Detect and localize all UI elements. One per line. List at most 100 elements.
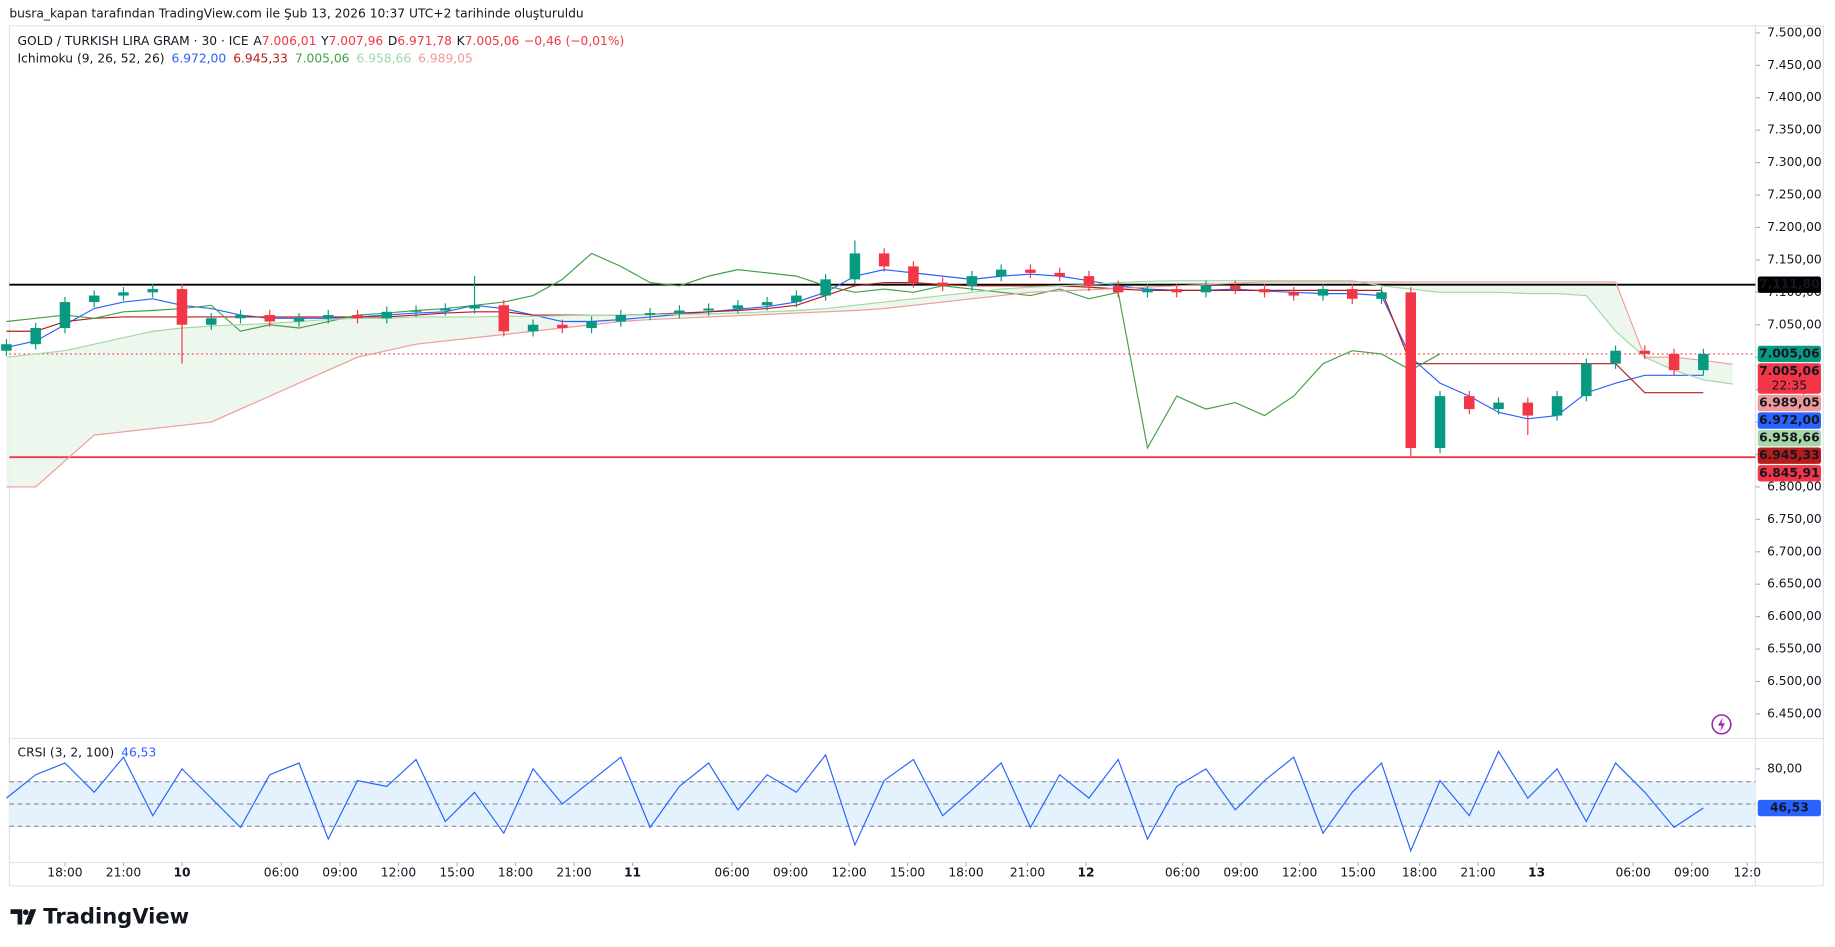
- x-tick-label: 09:00: [773, 866, 808, 880]
- y-tick-label: 6.750,00: [1767, 512, 1822, 526]
- crsi-value: 46,53: [121, 745, 156, 759]
- price-label-box: [1757, 363, 1821, 394]
- symbol-legend: GOLD / TURKISH LIRA GRAM · 30 · ICE A7.00…: [18, 33, 625, 47]
- indicator-value: 7.005,06: [295, 51, 350, 65]
- indicator-line: [6, 252, 1441, 450]
- x-tick-label: 21:00: [556, 866, 591, 880]
- x-tick-label: 18:00: [47, 866, 82, 880]
- ohlc-key: Y: [320, 33, 329, 47]
- price-label: 7.005,06: [1759, 346, 1820, 360]
- x-tick-label: 13: [1528, 866, 1545, 880]
- y-tick-label: 6.600,00: [1767, 609, 1822, 623]
- logo-mark: [10, 909, 37, 925]
- candle-body: [30, 328, 41, 345]
- candle-body: [615, 315, 627, 322]
- y-tick-label: 7.500,00: [1767, 25, 1822, 39]
- candle-body: [703, 308, 714, 311]
- crsi-label: 46,53: [1770, 801, 1809, 815]
- logo-dot: [22, 909, 29, 916]
- candle-body: [1200, 285, 1212, 293]
- candle-body: [908, 266, 919, 283]
- x-tick-label: 18:00: [948, 866, 983, 880]
- candle-body: [732, 305, 744, 309]
- replay-icon[interactable]: [1711, 714, 1732, 735]
- candle-body: [352, 315, 363, 319]
- logo: TradingView: [10, 904, 189, 929]
- price-label-box: [1757, 429, 1821, 447]
- overlay: 7.111,807.005,067.005,0622:356.989,056.9…: [1757, 276, 1821, 817]
- y-tick-label: 80,00: [1767, 761, 1802, 775]
- x-tick-label: 18:00: [498, 866, 533, 880]
- price-countdown: 22:35: [1772, 379, 1807, 393]
- indicator-value: 6.989,05: [418, 51, 473, 65]
- crsi-label-box: [1757, 799, 1821, 817]
- x-tick-label: 21:00: [1460, 866, 1495, 880]
- logo-text: TradingView: [43, 904, 189, 929]
- x-tick-label: 06:00: [714, 866, 749, 880]
- candle-body: [1581, 363, 1592, 397]
- candle-body: [937, 282, 948, 286]
- ohlc-value: 7.006,01: [262, 33, 317, 47]
- x-tick-label: 12:00: [381, 866, 416, 880]
- candle-body: [1551, 396, 1563, 416]
- x-tick-label: 12:0: [1733, 866, 1761, 880]
- price-label: 6.845,91: [1759, 466, 1820, 480]
- crsi-pane: 80,00: [6, 750, 1802, 853]
- x-tick-label: 09:00: [1674, 866, 1709, 880]
- price-label-box: [1757, 465, 1821, 482]
- price-label-box: [1757, 276, 1821, 293]
- candle-body: [59, 302, 71, 329]
- indicator-name: Ichimoku (9, 26, 52, 26): [18, 51, 165, 65]
- candle-body: [1698, 353, 1709, 371]
- price-label-box: [1757, 394, 1821, 412]
- candle-body: [995, 269, 1007, 277]
- candle-body: [1259, 289, 1270, 293]
- price-label: 7.111,80: [1759, 277, 1820, 291]
- candle-body: [498, 305, 510, 332]
- ohlc-key: D: [388, 33, 397, 47]
- candle-body: [147, 289, 158, 293]
- y-tick-label: 7.300,00: [1767, 155, 1822, 169]
- indicator-value: 6.972,00: [172, 51, 227, 65]
- price-label-box: [1757, 412, 1821, 429]
- indicator-line: [6, 281, 1733, 488]
- candle-body: [586, 321, 597, 329]
- price-label-box: [1757, 345, 1821, 363]
- indicator-legend: Ichimoku (9, 26, 52, 26) 6.972,00 6.945,33…: [18, 51, 473, 65]
- price-label-box: [1757, 447, 1821, 464]
- crsi-line: [6, 750, 1704, 853]
- crsi-legend: CRSI (3, 2, 100) 46,53: [18, 745, 157, 759]
- y-tick-label: 7.050,00: [1767, 317, 1822, 331]
- candle-body: [235, 315, 246, 319]
- x-tick-label: 21:00: [1010, 866, 1045, 880]
- candle-body: [1522, 402, 1534, 416]
- x-tick-label: 21:00: [106, 866, 141, 880]
- header-text: busra_kapan tarafından TradingView.com i…: [9, 7, 583, 21]
- candle-body: [674, 310, 685, 314]
- y-tick-label: 7.150,00: [1767, 252, 1822, 266]
- candle-body: [820, 279, 831, 296]
- candle-body: [1112, 285, 1124, 293]
- candle-body: [410, 310, 422, 312]
- candle-body: [1668, 353, 1680, 371]
- candle-body: [849, 253, 861, 280]
- candle-body: [381, 311, 393, 319]
- candle-body: [527, 324, 539, 332]
- x-tick-label: 15:00: [890, 866, 925, 880]
- x-tick-label: 09:00: [1223, 866, 1258, 880]
- ohlc-value: 7.005,06: [465, 33, 520, 47]
- x-tick-label: 09:00: [322, 866, 357, 880]
- x-tick-label: 12: [1077, 866, 1094, 880]
- ohlc-key: A: [253, 33, 262, 47]
- y-tick-label: 7.450,00: [1767, 58, 1822, 72]
- ohlc-value: 7.007,96: [329, 33, 384, 47]
- y-tick-label: 6.650,00: [1767, 577, 1822, 591]
- candle-body: [791, 295, 802, 303]
- candle-body: [1083, 276, 1095, 286]
- x-tick-label: 12:00: [1282, 866, 1317, 880]
- candle-body: [1376, 292, 1387, 299]
- candle-body: [1493, 402, 1504, 410]
- price-label: 6.945,33: [1759, 448, 1820, 462]
